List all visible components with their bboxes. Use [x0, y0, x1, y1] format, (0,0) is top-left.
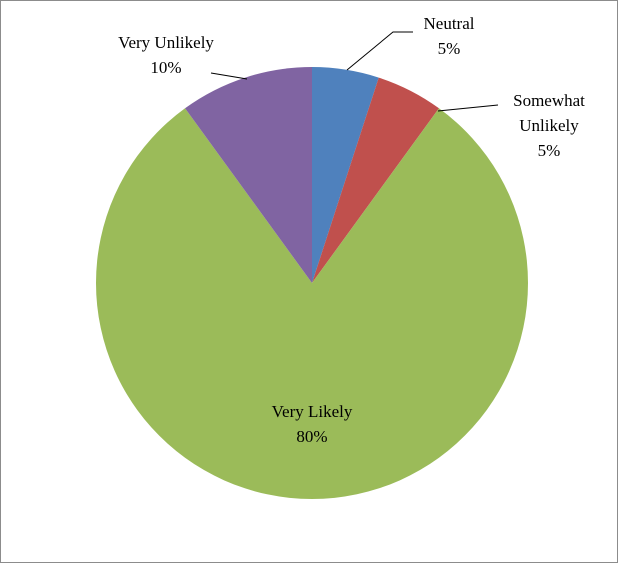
pie-slice [312, 67, 379, 283]
category-label: Very Unlikely [118, 33, 214, 52]
value-label: 5% [537, 141, 561, 160]
data-label: Very Likely 80% [232, 399, 392, 449]
value-label: 5% [437, 39, 461, 58]
data-label: Neutral 5% [399, 11, 499, 61]
category-label: Somewhat Unlikely [513, 91, 585, 135]
pie-slice [185, 67, 312, 283]
pie-slice [95, 108, 528, 500]
data-label: Very Unlikely 10% [111, 30, 221, 80]
pie-slice [312, 77, 439, 283]
data-label: Somewhat Unlikely 5% [491, 88, 607, 163]
category-label: Very Likely [271, 402, 353, 421]
category-label: Neutral [423, 14, 475, 33]
leader-line [437, 104, 499, 112]
leader-line [210, 72, 248, 80]
leader-line [346, 31, 413, 71]
value-label: 80% [296, 427, 328, 446]
value-label: 10% [150, 58, 182, 77]
